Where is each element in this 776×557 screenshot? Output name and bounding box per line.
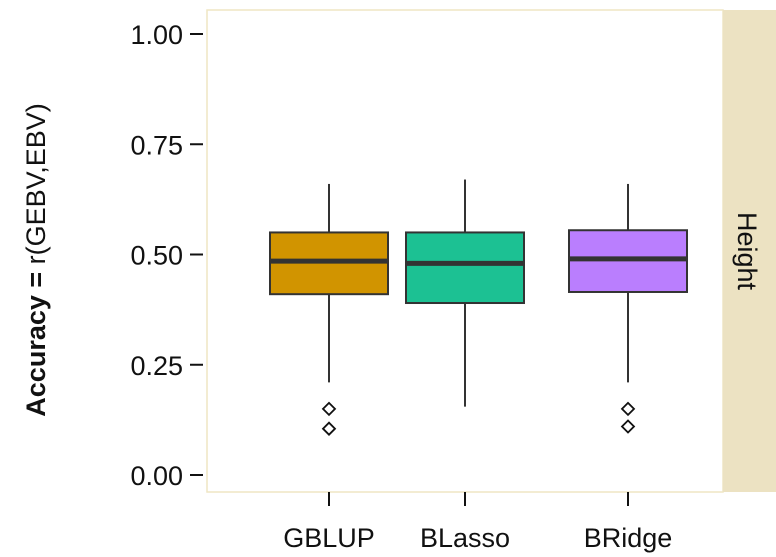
y-tick-label: 0.50	[130, 241, 183, 271]
x-tick-label: BRidge	[584, 523, 673, 553]
outlier-point	[620, 419, 636, 434]
y-tick-label: 0.00	[130, 461, 183, 491]
x-tick-label: GBLUP	[283, 523, 375, 553]
y-axis-title-rest: r(GEBV,EBV)	[21, 103, 51, 272]
x-tick-label: BLasso	[420, 523, 510, 553]
x-axis: GBLUP BLasso BRidge	[283, 492, 672, 553]
outlier-point	[620, 401, 636, 417]
box-group	[269, 179, 688, 436]
facet-strip	[723, 10, 776, 492]
y-axis-title-bold: Accuracy =	[21, 272, 51, 417]
y-tick-label: 0.75	[130, 130, 183, 160]
outlier-point	[321, 421, 337, 436]
facet-label: Height	[732, 212, 762, 291]
box-gblup	[269, 183, 389, 436]
box-blasso	[405, 179, 525, 407]
y-tick-label: 1.00	[130, 20, 183, 50]
outlier-point	[321, 401, 337, 417]
box-body	[405, 231, 525, 305]
y-tick-label: 0.25	[130, 351, 183, 381]
y-axis-title: Accuracy = r(GEBV,EBV)	[21, 103, 51, 416]
y-axis: 0.00 0.25 0.50 0.75 1.00	[130, 20, 203, 491]
box-bridge	[568, 183, 688, 434]
